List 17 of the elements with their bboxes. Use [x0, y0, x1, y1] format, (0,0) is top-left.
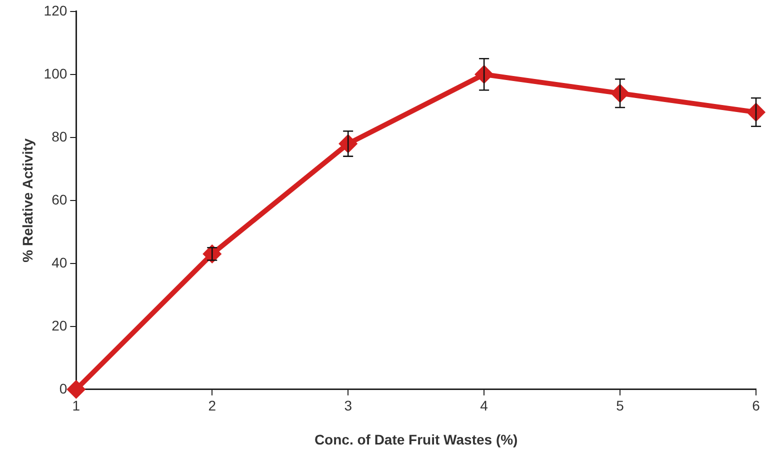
x-tick-label: 4: [480, 398, 488, 414]
x-tick-label: 6: [752, 398, 760, 414]
point: [68, 380, 85, 398]
y-tick-label: 100: [44, 65, 68, 82]
x-tick-label: 3: [344, 398, 352, 414]
y-tick-label: 60: [52, 191, 68, 208]
y-tick-label: 120: [44, 2, 68, 18]
x-tick-label: 1: [72, 398, 80, 414]
y-axis-title: % Relative Activity: [19, 138, 36, 262]
y-tick-label: 80: [52, 128, 68, 144]
x-tick-label: 2: [208, 398, 216, 414]
y-tick-label: 0: [59, 380, 68, 396]
y-tick-label: 20: [52, 317, 68, 334]
x-tick-label: 5: [616, 398, 624, 414]
x-axis-title: Conc. of Date Fruit Wastes (%): [314, 431, 518, 448]
y-tick-label: 40: [52, 254, 68, 270]
point: [204, 245, 221, 262]
